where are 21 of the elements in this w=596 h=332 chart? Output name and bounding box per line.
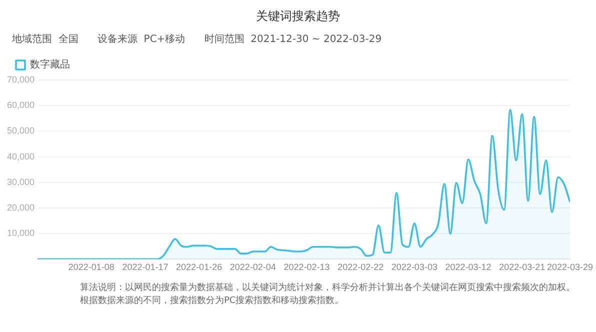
- x-tick-label: 2022-01-17: [122, 262, 168, 272]
- x-tick-label: 2022-03-03: [391, 262, 438, 272]
- y-tick-label: 40,000: [6, 151, 35, 162]
- chart-title: 关键词搜索趋势: [255, 8, 341, 25]
- x-tick-label: 2022-02-13: [284, 262, 330, 272]
- x-tick-label: 2022-02-04: [230, 262, 276, 272]
- legend-label: 数字藏品: [30, 58, 70, 71]
- y-tick-label: 50,000: [6, 126, 35, 136]
- y-tick-label: 70,000: [6, 74, 35, 84]
- y-tick-label: 30,000: [6, 176, 35, 187]
- y-tick-label: 60,000: [6, 100, 35, 110]
- y-tick-label: 20,000: [6, 202, 35, 212]
- y-tick-label: 10,000: [6, 228, 35, 238]
- x-tick-label: 2022-03-21: [499, 262, 546, 272]
- x-tick-label: 2022-01-26: [176, 262, 222, 272]
- x-tick-label: 2022-01-08: [68, 262, 114, 272]
- chart-subtitle: 地域范围 全国 设备来源 PC+移动 时间范围 2021-12-30 ~ 2022-03-29: [12, 32, 383, 47]
- text: 算法说明：以网民的搜索量为数据基础，以关键词为统计对象，科学分析并计算出各个关键词在网页搜索中搜索频次的加权。根据数据来源的不同，搜索指数分为PC搜索指数和移动搜索指数。: [80, 282, 576, 308]
- x-tick-label: 2022-03-12: [445, 262, 492, 272]
- x-tick-label: 2022-03-29: [546, 262, 594, 272]
- x-tick-label: 2022-02-22: [338, 262, 384, 272]
